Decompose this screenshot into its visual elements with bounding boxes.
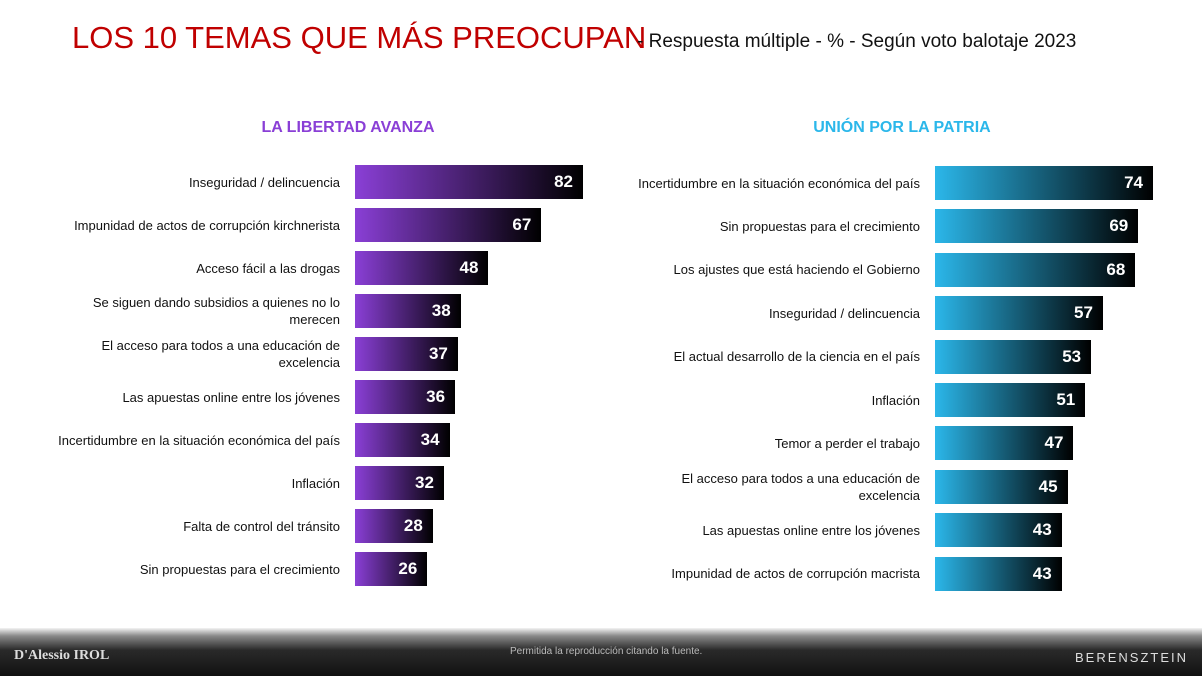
bar: [355, 466, 444, 500]
chart-title: LA LIBERTAD AVANZA: [261, 119, 435, 136]
bar: [935, 556, 1062, 591]
value-label: 47: [1044, 433, 1064, 453]
category-label: El acceso para todos a una educación de …: [681, 470, 920, 503]
bar: [355, 165, 583, 199]
value-label: 53: [1062, 346, 1082, 366]
value-label: 36: [426, 387, 446, 406]
value-label: 43: [1032, 563, 1052, 583]
category-label: Incertidumbre en la situación económica …: [58, 432, 340, 448]
bar: [935, 209, 1139, 244]
category-label: Acceso fácil a las drogas: [196, 260, 340, 276]
category-label: Inflación: [291, 475, 340, 491]
category-label: Impunidad de actos de corrupción kirchne…: [74, 217, 340, 233]
value-label: 45: [1038, 476, 1058, 496]
value-label: 28: [403, 516, 423, 535]
footer-logo: D'Alessio IROL: [14, 648, 110, 663]
value-label: 34: [420, 430, 440, 449]
category-label: Las apuestas online entre los jóvenes: [122, 389, 340, 405]
category-label: Inflación: [871, 392, 920, 408]
category-label: Falta de control del tránsito: [183, 518, 340, 534]
bar: [935, 166, 1153, 200]
bar: [355, 208, 542, 242]
footer-brand: BERENSZTEIN: [1075, 650, 1189, 665]
category-label: Se siguen dando subsidios a quienes no l…: [92, 295, 340, 327]
slide-subtitle: - Respuesta múltiple - % - Según voto ba…: [637, 31, 1077, 52]
value-label: 57: [1073, 303, 1093, 323]
value-label: 37: [428, 344, 448, 363]
value-label: 74: [1124, 173, 1143, 192]
category-label: Los ajustes que está haciendo el Gobiern…: [673, 262, 920, 278]
bar: [935, 513, 1062, 548]
category-label: Sin propuestas para el crecimiento: [139, 561, 340, 577]
slide-title: LOS 10 TEMAS QUE MÁS PREOCUPAN: [72, 20, 647, 55]
value-label: 69: [1109, 216, 1129, 236]
value-label: 67: [512, 215, 532, 234]
value-label: 26: [398, 559, 418, 578]
bar: [935, 252, 1136, 287]
chart-title: UNIÓN POR LA PATRIA: [813, 119, 991, 136]
category-label: Las apuestas online entre los jóvenes: [702, 522, 920, 538]
bar: [935, 296, 1103, 331]
category-label: Inseguridad / delincuencia: [768, 305, 920, 321]
bar: [935, 383, 1086, 417]
bar: [355, 294, 461, 328]
value-label: 48: [459, 258, 479, 277]
bar: [935, 426, 1074, 461]
bar: [355, 380, 456, 414]
category-label: Incertidumbre en la situación económica …: [638, 175, 920, 191]
bar: [935, 339, 1092, 374]
category-label: Sin propuestas para el crecimiento: [719, 218, 920, 234]
footer-note: Permitida la reproducción citando la fue…: [510, 646, 703, 657]
bar: [355, 509, 433, 543]
value-label: 32: [415, 473, 434, 492]
category-label: El actual desarrollo de la ciencia en el…: [673, 349, 920, 365]
value-label: 68: [1106, 259, 1126, 279]
value-label: 38: [431, 301, 451, 320]
bar: [355, 552, 428, 586]
category-label: Temor a perder el trabajo: [774, 435, 920, 451]
bar: [355, 251, 489, 285]
category-label: Inseguridad / delincuencia: [188, 174, 340, 190]
bar: [355, 423, 450, 457]
bar: [355, 337, 458, 371]
bar: [935, 469, 1068, 504]
value-label: 43: [1032, 520, 1052, 540]
category-label: Impunidad de actos de corrupción macrist…: [671, 566, 920, 582]
value-label: 51: [1056, 390, 1076, 409]
category-label: El acceso para todos a una educación de …: [101, 338, 340, 370]
footer: D'Alessio IROL Permitida la reproducción…: [0, 628, 1202, 676]
value-label: 82: [554, 172, 573, 191]
